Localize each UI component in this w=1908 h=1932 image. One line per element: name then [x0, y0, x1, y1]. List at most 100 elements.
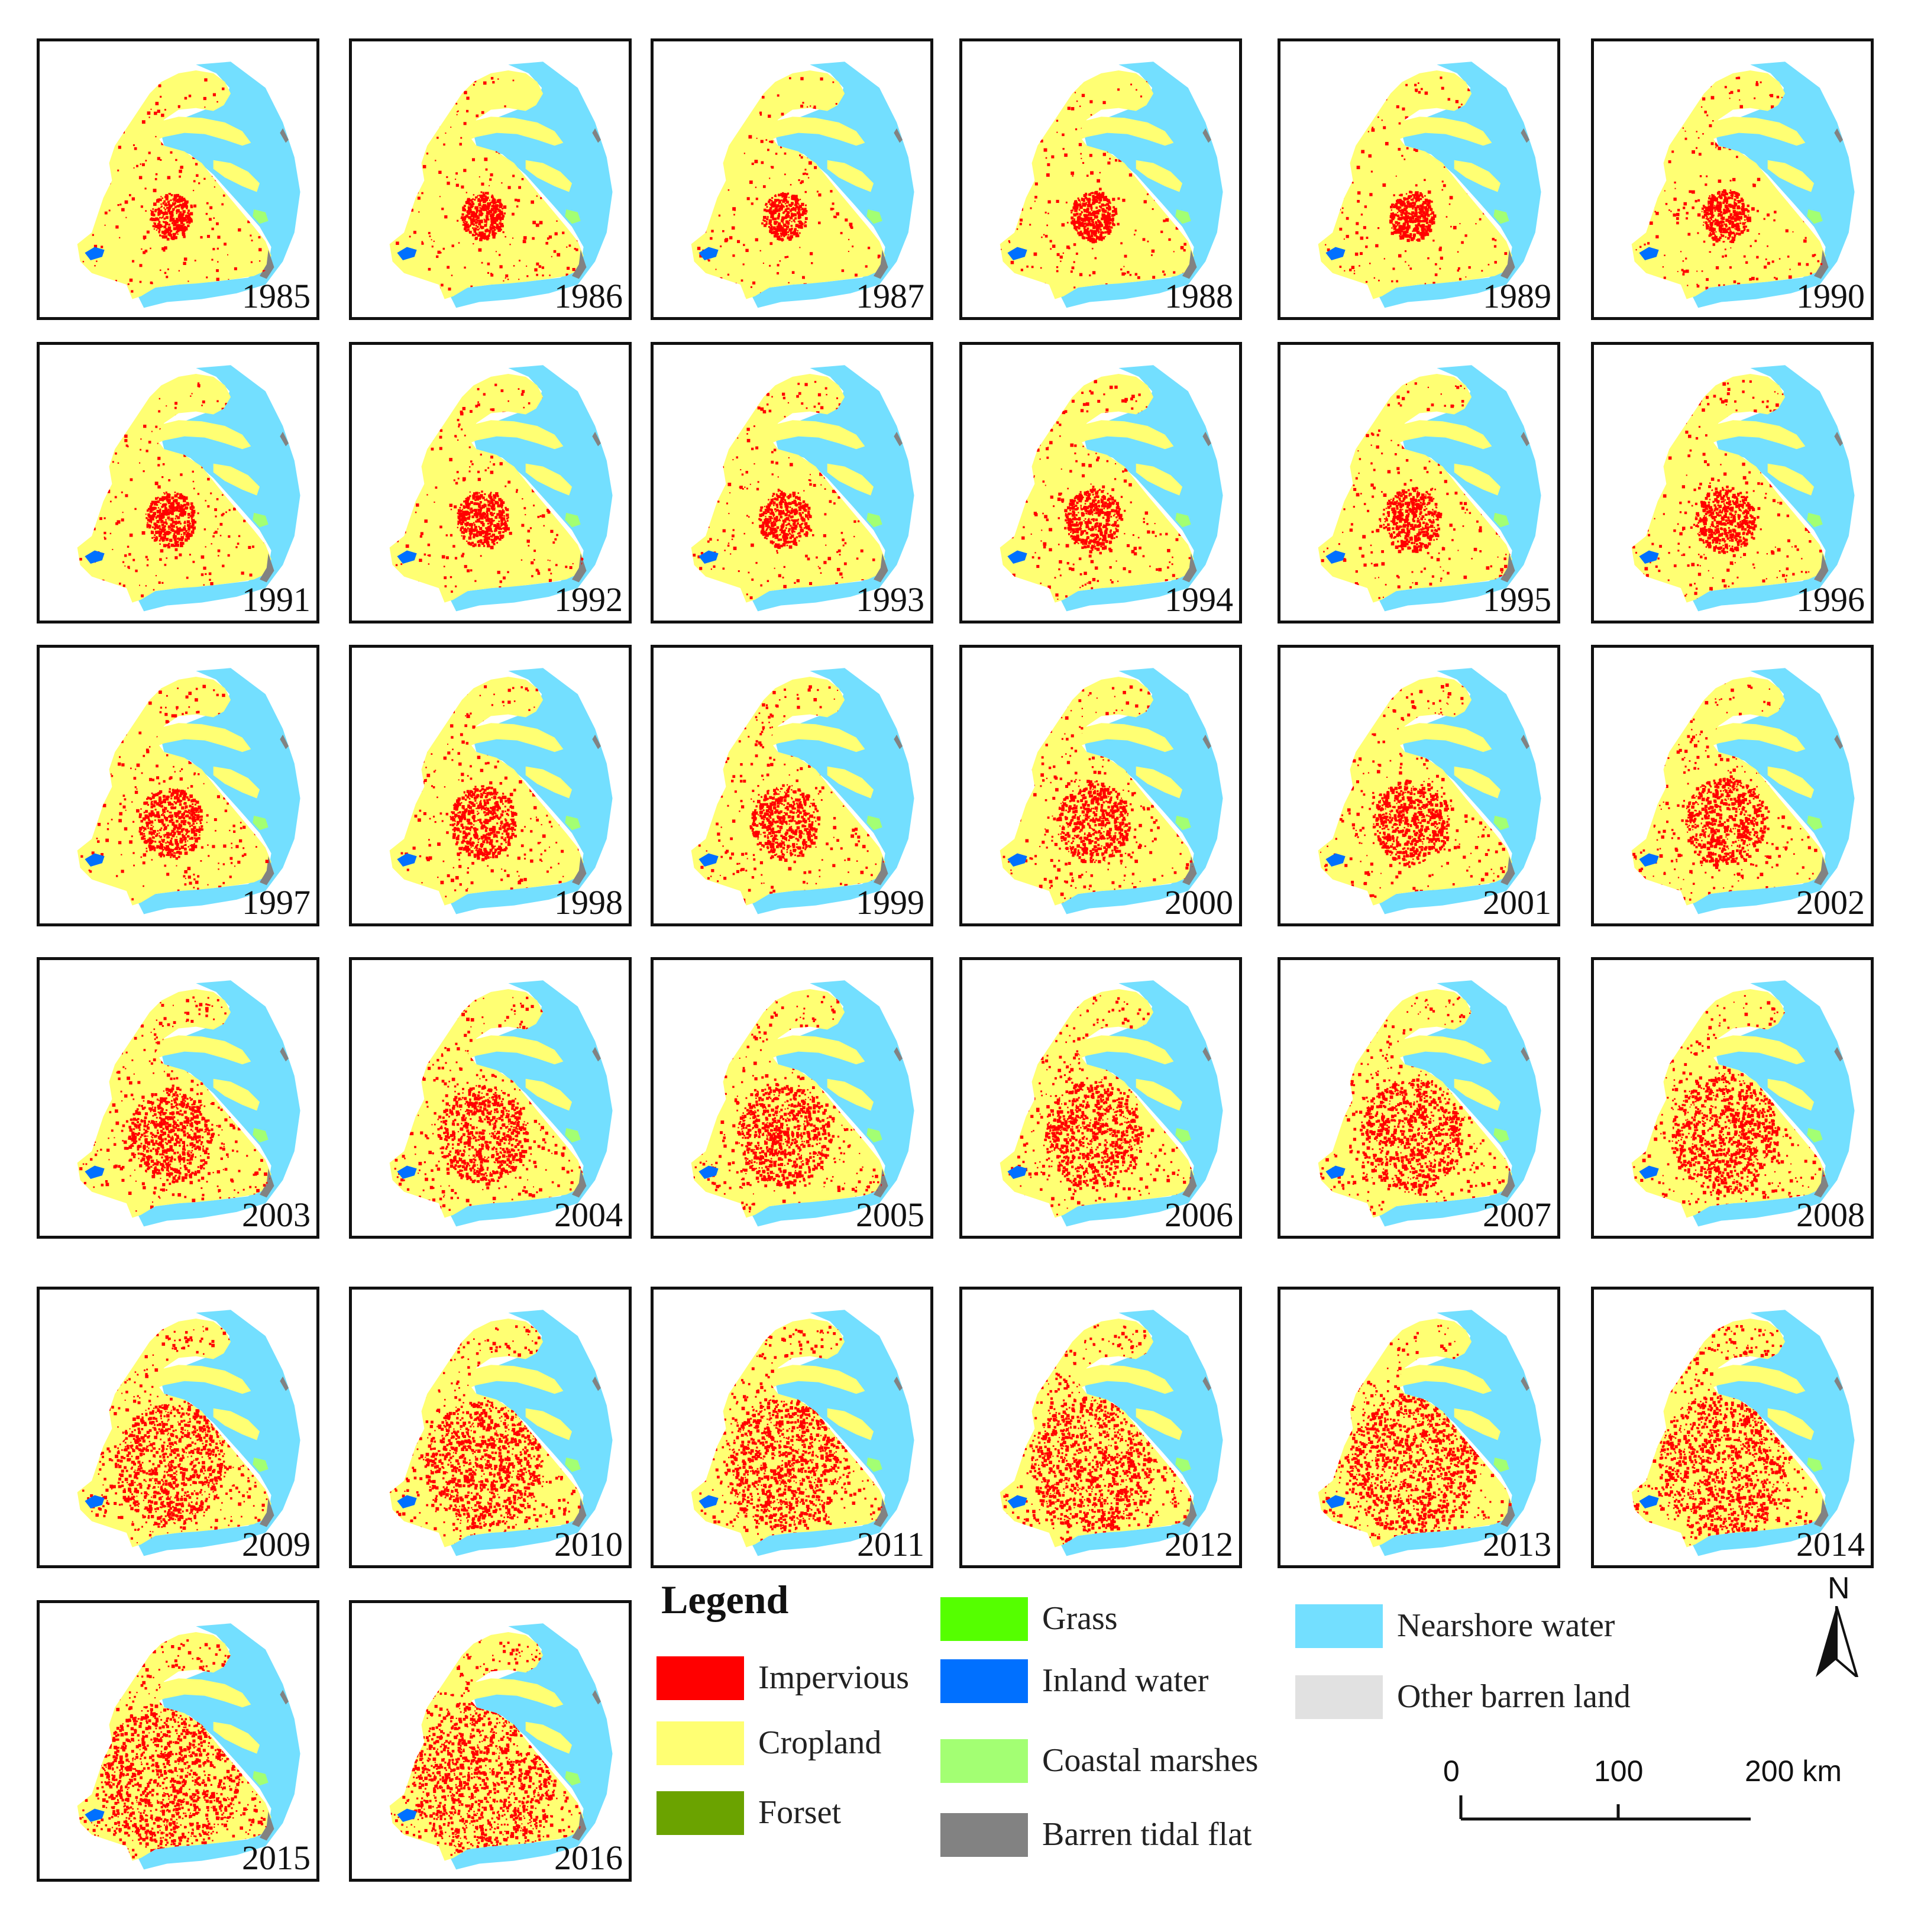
- island-changxing: [1454, 463, 1501, 496]
- north-arrow-icon: [1816, 1606, 1859, 1677]
- island-chongming: [1060, 1035, 1174, 1065]
- island-chongming: [450, 723, 564, 752]
- mainland-cropland: [1318, 676, 1512, 906]
- map-panel: 1988: [959, 38, 1242, 320]
- island-chongming: [1692, 723, 1806, 752]
- inland-water-lake: [1325, 247, 1346, 261]
- year-label: 1997: [242, 886, 311, 920]
- year-label: 2013: [1483, 1527, 1551, 1562]
- year-label: 1985: [242, 279, 311, 314]
- land-cover-map: [1000, 1310, 1223, 1556]
- inland-water-lake: [1325, 1495, 1346, 1509]
- land-cover-map: [691, 1310, 914, 1556]
- map-panel: 2012: [959, 1287, 1242, 1568]
- island-marsh: [253, 209, 269, 224]
- legend-swatch-other-barren-land: [1295, 1675, 1383, 1719]
- legend-swatch-cropland: [657, 1721, 744, 1765]
- inland-water-lake: [698, 853, 719, 867]
- inland-water-lake: [397, 1495, 417, 1509]
- map-panel: 2003: [37, 957, 319, 1239]
- inland-water-lake: [1639, 247, 1659, 261]
- island-changxing: [1767, 1408, 1815, 1440]
- map-panel: 1992: [349, 342, 632, 623]
- island-changxing: [213, 463, 260, 496]
- island-changxing: [525, 463, 573, 496]
- island-chongming: [450, 420, 564, 450]
- mainland-cropland: [1318, 988, 1512, 1218]
- mainland-cropland: [389, 373, 584, 603]
- inland-water-lake: [698, 1495, 719, 1509]
- mainland-cropland: [77, 1631, 271, 1861]
- island-chongming: [138, 1678, 251, 1708]
- map-panel: 1985: [37, 38, 319, 320]
- legend-swatch-barren-tidal-flat: [940, 1813, 1028, 1857]
- land-cover-map: [1318, 1310, 1541, 1556]
- map-panel: 1999: [651, 645, 933, 926]
- island-chongming: [450, 1678, 564, 1708]
- island-chongming: [1692, 1035, 1806, 1065]
- year-label: 2015: [242, 1841, 311, 1875]
- island-marsh: [253, 815, 269, 831]
- scale-tick-label: 0: [1443, 1754, 1460, 1788]
- island-chongming: [450, 1365, 564, 1394]
- island-marsh: [253, 1771, 269, 1786]
- island-marsh: [565, 512, 581, 528]
- year-label: 2007: [1483, 1198, 1551, 1232]
- year-label: 2011: [857, 1527, 924, 1562]
- year-label: 2004: [554, 1198, 623, 1232]
- land-cover-map: [691, 365, 914, 612]
- legend-swatch-inland-water: [940, 1659, 1028, 1703]
- mainland-cropland: [389, 1318, 584, 1547]
- island-marsh: [1807, 815, 1823, 831]
- mainland-cropland: [389, 70, 584, 299]
- year-label: 1993: [856, 583, 924, 617]
- mainland-cropland: [691, 988, 885, 1218]
- island-chongming: [752, 117, 865, 146]
- island-changxing: [525, 1408, 573, 1440]
- island-changxing: [213, 766, 260, 799]
- land-cover-map: [389, 668, 613, 915]
- year-label: 2003: [242, 1198, 311, 1232]
- island-chongming: [1379, 1365, 1492, 1394]
- island-chongming: [1692, 1365, 1806, 1394]
- island-marsh: [565, 815, 581, 831]
- island-changxing: [1136, 160, 1183, 192]
- scale-bar-line: [1459, 1795, 1777, 1821]
- year-label: 1999: [856, 886, 924, 920]
- island-marsh: [1175, 1457, 1191, 1472]
- island-changxing: [213, 1408, 260, 1440]
- inland-water-lake: [698, 247, 719, 261]
- island-chongming: [450, 117, 564, 146]
- island-changxing: [525, 1078, 573, 1111]
- mainland-cropland: [1000, 70, 1194, 299]
- island-chongming: [138, 420, 251, 450]
- inland-water-lake: [1007, 853, 1027, 867]
- land-cover-map: [1318, 62, 1541, 308]
- mainland-cropland: [1318, 373, 1512, 603]
- impervious-surface-layer: [691, 77, 885, 298]
- island-marsh: [565, 1127, 581, 1143]
- inland-water-lake: [1007, 1495, 1027, 1509]
- map-panel: 1989: [1278, 38, 1560, 320]
- inland-water-lake: [1639, 1165, 1659, 1180]
- island-marsh: [253, 1127, 269, 1143]
- land-cover-map: [389, 1310, 613, 1556]
- land-cover-map: [77, 62, 300, 308]
- mainland-cropland: [1631, 1318, 1826, 1547]
- island-marsh: [253, 512, 269, 528]
- inland-water-lake: [397, 1808, 417, 1823]
- mainland-cropland: [1318, 1318, 1512, 1547]
- map-panel: 1996: [1591, 342, 1874, 623]
- island-marsh: [866, 1127, 882, 1143]
- island-changxing: [1767, 1078, 1815, 1111]
- island-chongming: [138, 1365, 251, 1394]
- inland-water-lake: [1325, 1165, 1346, 1180]
- island-marsh: [1807, 1457, 1823, 1472]
- inland-water-lake: [85, 247, 105, 261]
- mainland-cropland: [1631, 70, 1826, 299]
- island-chongming: [1379, 1035, 1492, 1065]
- year-label: 2008: [1796, 1198, 1865, 1232]
- island-changxing: [1136, 1078, 1183, 1111]
- land-cover-map: [389, 365, 613, 612]
- inland-water-lake: [1325, 550, 1346, 564]
